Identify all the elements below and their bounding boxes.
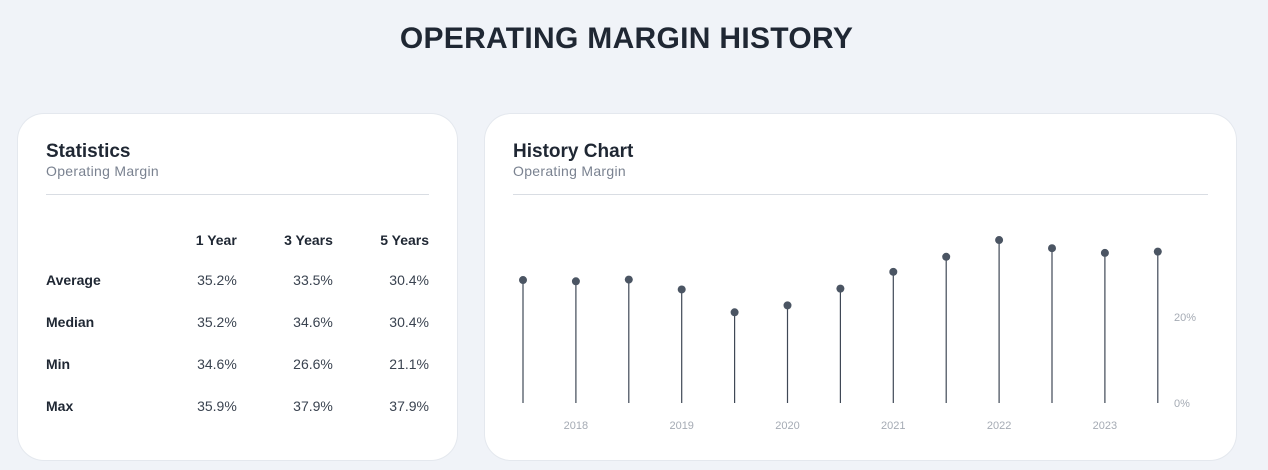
statistics-subtitle: Operating Margin [46, 163, 159, 179]
history-chart-plot: 2018 2019 2020 2021 2022 2023 0% 20% [519, 236, 1196, 432]
lollipop-point [836, 284, 845, 293]
column-header-3-years: 3 Years [284, 232, 333, 248]
lollipop-point [783, 301, 792, 310]
table-row-max: Max 35.9% 37.9% 37.9% [46, 385, 429, 427]
column-header-empty [46, 230, 156, 259]
y-tick-label: 20% [1174, 312, 1196, 324]
column-header-5-years: 5 Years [380, 232, 429, 248]
cell-value: 30.4% [389, 272, 429, 288]
statistics-title: Statistics [46, 141, 131, 162]
cell-value: 34.6% [293, 314, 333, 330]
cell-value: 33.5% [293, 272, 333, 288]
cell-value: 26.6% [293, 356, 333, 372]
table-row-average: Average 35.2% 33.5% 30.4% [46, 259, 429, 301]
lollipop-point [571, 277, 580, 286]
cell-value: 21.1% [389, 356, 429, 372]
row-label: Max [46, 398, 74, 414]
statistics-divider [46, 194, 429, 195]
cell-value: 37.9% [389, 398, 429, 414]
lollipop-point [1153, 247, 1162, 256]
y-tick-label: 0% [1174, 398, 1190, 410]
history-chart-subtitle: Operating Margin [513, 163, 626, 179]
lollipop-point [624, 275, 633, 284]
history-chart-card: History Chart Operating Margin 2018 2019 2… [485, 114, 1236, 460]
statistics-table: 1 Year 3 Years 5 Years Average 35.2% 33.… [46, 230, 429, 427]
history-chart-divider [513, 194, 1208, 195]
x-tick-label: 2022 [987, 420, 1011, 432]
cell-value: 30.4% [389, 314, 429, 330]
cell-value: 35.9% [197, 398, 237, 414]
x-tick-label: 2019 [669, 420, 693, 432]
x-tick-label: 2021 [881, 420, 905, 432]
cell-value: 34.6% [197, 356, 237, 372]
table-row-median: Median 35.2% 34.6% 30.4% [46, 301, 429, 343]
table-row-min: Min 34.6% 26.6% 21.1% [46, 343, 429, 385]
lollipop-point [889, 267, 898, 276]
cell-value: 37.9% [293, 398, 333, 414]
row-label: Median [46, 314, 95, 330]
column-header-1-year: 1 Year [195, 232, 237, 248]
cell-value: 35.2% [197, 314, 237, 330]
lollipop-point [519, 276, 527, 285]
x-tick-label: 2018 [564, 420, 588, 432]
history-chart-title: History Chart [513, 141, 634, 162]
x-tick-label: 2023 [1093, 420, 1117, 432]
statistics-card: Statistics Operating Margin 1 Year 3 Yea… [18, 114, 457, 460]
lollipop-point [942, 252, 951, 261]
lollipop-point [995, 236, 1004, 245]
lollipop-point [1048, 244, 1056, 253]
x-tick-label: 2020 [775, 420, 799, 432]
row-label: Min [46, 356, 71, 372]
lollipop-point [677, 285, 686, 294]
table-header-row: 1 Year 3 Years 5 Years [46, 230, 429, 259]
lollipop-point [730, 308, 739, 317]
row-label: Average [46, 272, 101, 288]
lollipop-point [1100, 248, 1109, 257]
page-title: OPERATING MARGIN HISTORY [399, 22, 854, 55]
cell-value: 35.2% [197, 272, 237, 288]
